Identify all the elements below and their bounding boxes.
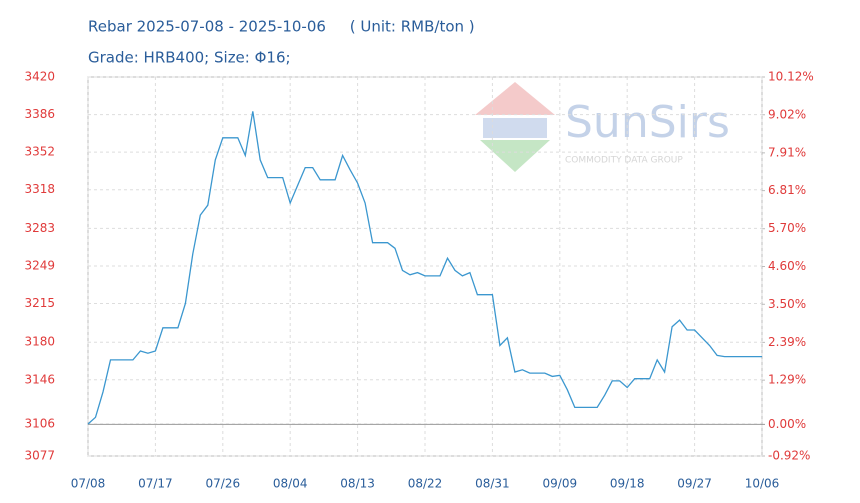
y2-tick-label: 0.00% bbox=[768, 417, 806, 431]
y2-tick-label: 9.02% bbox=[768, 107, 806, 121]
y2-tick-label: 6.81% bbox=[768, 183, 806, 197]
y-tick-label: 3146 bbox=[24, 372, 55, 386]
watermark-text: SunSirs bbox=[565, 97, 730, 148]
y2-tick-label: 5.70% bbox=[768, 221, 806, 235]
y-tick-label: 3106 bbox=[24, 416, 55, 430]
watermark-logo bbox=[480, 140, 550, 172]
y2-tick-label: 7.91% bbox=[768, 145, 806, 159]
y2-tick-label: 1.29% bbox=[768, 373, 806, 387]
x-tick-label: 08/04 bbox=[273, 477, 308, 491]
y-tick-label: 3180 bbox=[24, 335, 55, 349]
watermark: SunSirs COMMODITY DATA GROUP bbox=[475, 82, 730, 172]
y-tick-label: 3077 bbox=[24, 449, 55, 463]
watermark-logo bbox=[483, 118, 547, 138]
y-tick-label: 3352 bbox=[24, 145, 55, 159]
y-tick-label: 3249 bbox=[24, 258, 55, 272]
x-tick-label: 09/09 bbox=[543, 477, 578, 491]
x-tick-label: 08/13 bbox=[340, 477, 375, 491]
price-line bbox=[87, 111, 762, 425]
y2-tick-label: 3.50% bbox=[768, 297, 806, 311]
x-tick-label: 09/18 bbox=[610, 477, 645, 491]
x-tick-label: 07/08 bbox=[71, 477, 106, 491]
y2-tick-label: 2.39% bbox=[768, 335, 806, 349]
y-tick-label: 3283 bbox=[24, 221, 55, 235]
y-tick-label: 3386 bbox=[24, 107, 55, 121]
x-tick-label: 08/31 bbox=[475, 477, 510, 491]
y-tick-label: 3318 bbox=[24, 182, 55, 196]
y-tick-label: 3215 bbox=[24, 296, 55, 310]
y2-tick-label: -0.92% bbox=[768, 449, 810, 463]
x-tick-label: 09/27 bbox=[677, 477, 712, 491]
chart-subtitle: Grade: HRB400; Size: Φ16; bbox=[88, 49, 291, 67]
watermark-tagline: COMMODITY DATA GROUP bbox=[565, 156, 683, 166]
x-tick-label: 10/06 bbox=[745, 477, 780, 491]
x-tick-label: 07/17 bbox=[138, 477, 173, 491]
y2-tick-label: 10.12% bbox=[768, 70, 814, 84]
chart-title: Rebar 2025-07-08 - 2025-10-06 ( Unit: RM… bbox=[88, 18, 475, 36]
x-tick-label: 08/22 bbox=[408, 477, 443, 491]
y2-tick-label: 4.60% bbox=[768, 259, 806, 273]
y-tick-label: 3420 bbox=[24, 70, 55, 84]
x-tick-label: 07/26 bbox=[206, 477, 241, 491]
watermark-logo bbox=[475, 82, 555, 115]
